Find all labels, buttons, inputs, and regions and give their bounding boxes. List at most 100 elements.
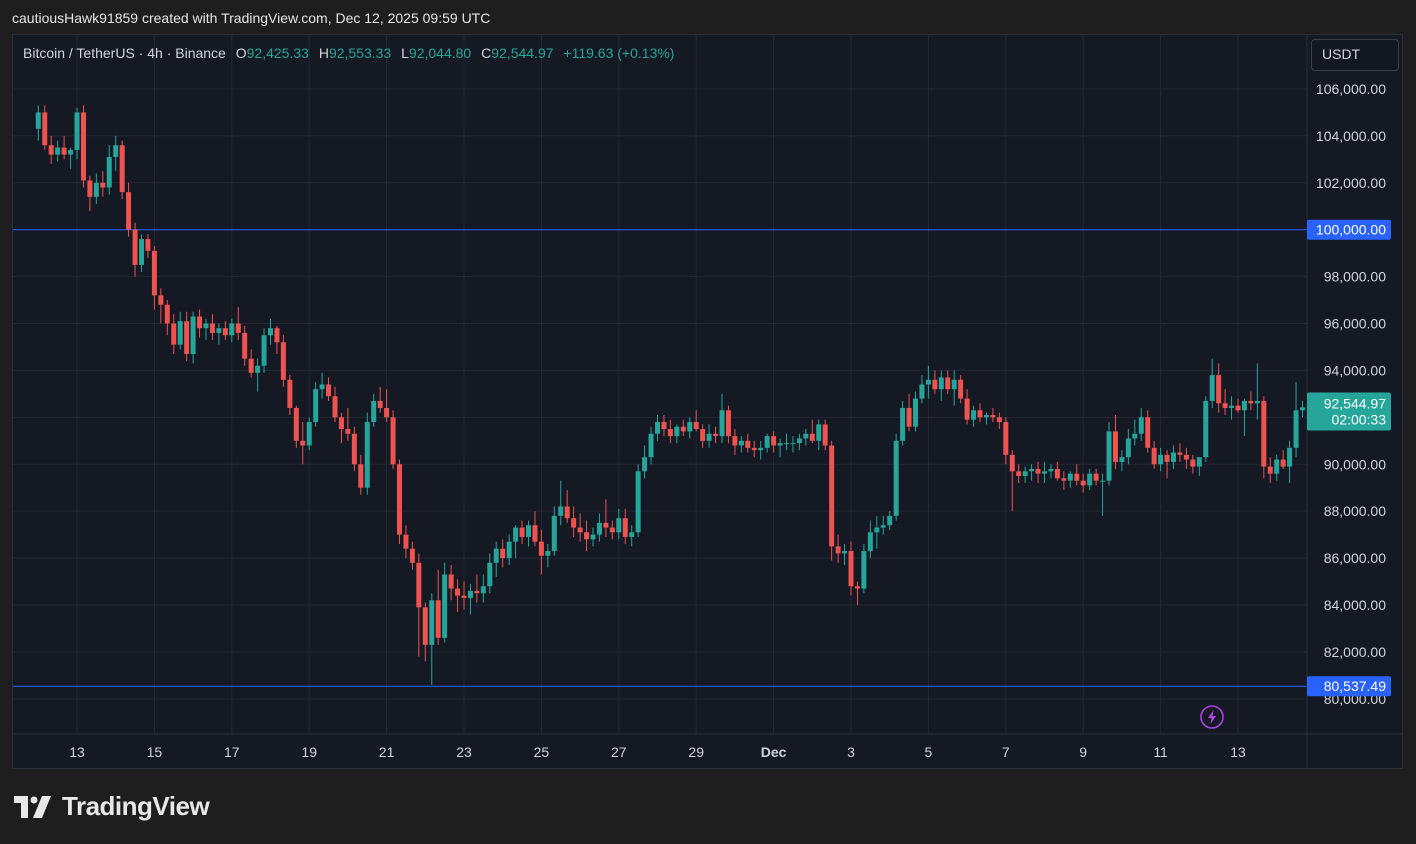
candle-body xyxy=(1254,400,1260,404)
candle-body xyxy=(796,438,802,444)
y-tick-label: 82,000.00 xyxy=(1324,644,1386,660)
candle-body xyxy=(803,433,809,439)
candle-body xyxy=(1274,459,1280,474)
candle-body xyxy=(61,147,67,155)
candle-body xyxy=(861,551,867,589)
candle-body xyxy=(990,414,996,418)
candle-body xyxy=(68,149,74,155)
axes: 80,000.0082,000.0084,000.0086,000.0088,0… xyxy=(13,35,1402,768)
candle-body xyxy=(545,551,551,556)
candle-body xyxy=(880,525,886,528)
candle-body xyxy=(435,600,441,638)
y-tick-label: 86,000.00 xyxy=(1324,550,1386,566)
candle-body xyxy=(867,532,873,552)
candle-body xyxy=(293,407,299,441)
candle-body xyxy=(1280,459,1286,467)
candle-body xyxy=(713,433,719,437)
candle-body xyxy=(538,541,544,556)
candle-body xyxy=(242,332,248,359)
candle-body xyxy=(822,424,828,446)
y-tick-label: 104,000.00 xyxy=(1316,128,1386,144)
candle-body xyxy=(132,229,138,265)
candle-body xyxy=(700,429,706,441)
candle-body xyxy=(1145,417,1151,448)
candle-body xyxy=(893,440,899,516)
candle-body xyxy=(455,588,461,596)
candle-body xyxy=(938,377,944,390)
candle-body xyxy=(248,358,254,373)
candle-body xyxy=(442,574,448,638)
candle-body xyxy=(1216,375,1222,404)
candle-body xyxy=(216,328,222,333)
candle-body xyxy=(900,407,906,441)
candle-body xyxy=(1164,454,1170,462)
candle-body xyxy=(1016,471,1022,476)
candle-body xyxy=(164,304,170,324)
candle-body xyxy=(1151,447,1157,465)
candle-body xyxy=(758,447,764,451)
candle-body xyxy=(151,250,157,296)
low-value: 92,044.80 xyxy=(408,45,472,61)
candle-body xyxy=(648,433,654,458)
candle-body xyxy=(1203,400,1209,458)
high-label: H xyxy=(318,45,329,61)
candle-body xyxy=(1287,447,1293,467)
candle-body xyxy=(422,607,428,645)
candle-body xyxy=(616,518,622,533)
candle-body xyxy=(1235,405,1241,411)
candle-body xyxy=(603,522,609,528)
candle-body xyxy=(725,410,731,437)
candle-body xyxy=(732,436,738,446)
candle-body xyxy=(80,112,86,181)
current-price-label: 92,544.97 xyxy=(1324,396,1386,412)
currency-button[interactable]: USDT xyxy=(1311,39,1399,71)
candle-body xyxy=(693,422,699,430)
symbol-name[interactable]: Bitcoin / TetherUS · 4h · Binance xyxy=(23,45,226,61)
candle-body xyxy=(364,422,370,488)
candle-body xyxy=(229,323,235,336)
candle-body xyxy=(1190,459,1196,467)
candle-body xyxy=(532,525,538,542)
chart-canvas[interactable]: 80,000.0082,000.0084,000.0086,000.0088,0… xyxy=(13,35,1402,768)
x-tick-label: 13 xyxy=(69,744,85,760)
x-tick-label: Dec xyxy=(761,744,787,760)
candle-body xyxy=(706,433,712,441)
candle-body xyxy=(326,384,332,397)
candle-body xyxy=(480,586,486,594)
tradingview-logo-icon xyxy=(14,795,51,818)
candle-body xyxy=(1132,433,1138,439)
candle-body xyxy=(996,417,1002,423)
candle-body xyxy=(119,145,125,193)
current-price-tag xyxy=(1307,392,1391,431)
candle-body xyxy=(319,384,325,390)
candle-body xyxy=(280,342,286,380)
x-tick-label: 15 xyxy=(147,744,163,760)
tradingview-logo[interactable]: TradingView xyxy=(14,791,210,822)
candle-body xyxy=(351,433,357,465)
horizontal-line-price-label: 100,000.00 xyxy=(1316,222,1386,238)
candle-body xyxy=(467,590,473,598)
candle-body xyxy=(390,417,396,465)
candle-body xyxy=(1003,422,1009,455)
candle-body xyxy=(74,112,80,150)
candle-body xyxy=(635,471,641,533)
candle-body xyxy=(958,379,964,399)
candle-body xyxy=(474,590,480,594)
candle-body xyxy=(848,551,854,587)
candle-body xyxy=(139,239,145,265)
lightning-bolt-icon[interactable] xyxy=(1200,705,1224,729)
high-value: 92,553.33 xyxy=(328,45,392,61)
candle-body xyxy=(1229,405,1235,408)
candle-body xyxy=(1170,452,1176,462)
x-tick-label: 13 xyxy=(1230,744,1246,760)
candle-body xyxy=(403,534,409,549)
candle-body xyxy=(680,426,686,432)
candle-body xyxy=(184,321,190,355)
candle-body xyxy=(1093,473,1099,481)
y-tick-label: 88,000.00 xyxy=(1324,503,1386,519)
candle-body xyxy=(177,321,183,345)
candle-body xyxy=(171,323,177,345)
candle-body xyxy=(642,457,648,472)
candle-body xyxy=(661,422,667,430)
candle-body xyxy=(945,377,951,390)
